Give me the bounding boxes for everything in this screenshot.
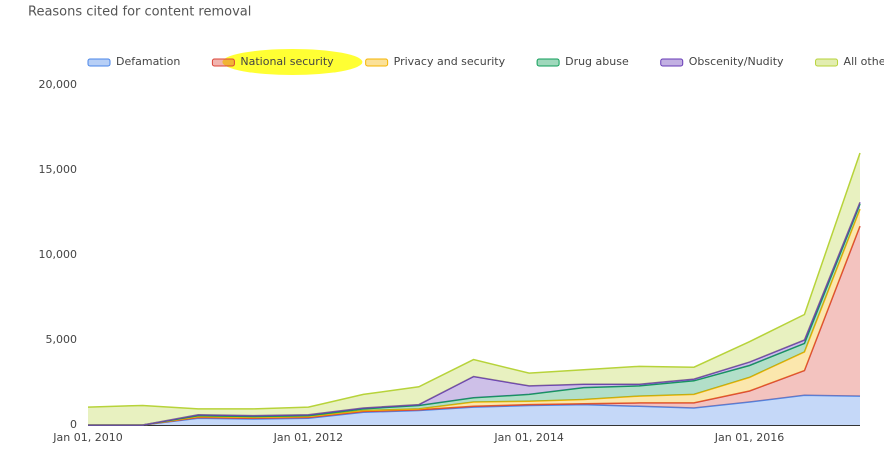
legend-item: Drug abuse	[536, 55, 629, 68]
area-line	[88, 225, 861, 426]
area-line	[88, 394, 861, 426]
legend-swatch	[87, 58, 111, 67]
legend-item: Privacy and security	[365, 55, 506, 68]
y-tick-label: 10,000	[39, 248, 78, 261]
legend-label: National security	[240, 55, 334, 68]
y-tick-label: 0	[70, 418, 77, 431]
y-tick-label: 5,000	[46, 333, 78, 346]
y-tick-label: 15,000	[39, 163, 78, 176]
x-tick-label: Jan 01, 2010	[52, 431, 122, 444]
y-tick-label: 20,000	[39, 78, 78, 91]
highlight	[222, 49, 363, 75]
legend-label: Privacy and security	[394, 55, 506, 68]
area-line	[88, 202, 861, 426]
area-line	[88, 203, 861, 426]
legend-label: Drug abuse	[565, 55, 629, 68]
chart-title: Reasons cited for content removal	[28, 5, 251, 20]
legend-swatch	[211, 58, 235, 67]
x-tick-label: Jan 01, 2014	[493, 431, 563, 444]
area	[88, 202, 860, 425]
legend-item: National security	[211, 49, 363, 75]
area-line	[87, 152, 861, 410]
legend-item: Obscenity/Nudity	[660, 55, 784, 68]
x-tick-label: Jan 01, 2016	[714, 431, 784, 444]
legend-swatch	[660, 58, 684, 67]
legend-label: All others	[844, 55, 884, 68]
area-line	[88, 208, 861, 426]
legend-label: Obscenity/Nudity	[689, 55, 784, 68]
area	[88, 395, 860, 425]
legend-swatch	[536, 58, 560, 67]
legend-swatch	[815, 58, 839, 67]
area	[88, 153, 860, 425]
legend-item: Defamation	[87, 55, 180, 68]
legend-item: All others	[815, 55, 884, 68]
legend-swatch	[365, 58, 389, 67]
legend-label: Defamation	[116, 55, 180, 68]
x-tick-label: Jan 01, 2012	[273, 431, 343, 444]
